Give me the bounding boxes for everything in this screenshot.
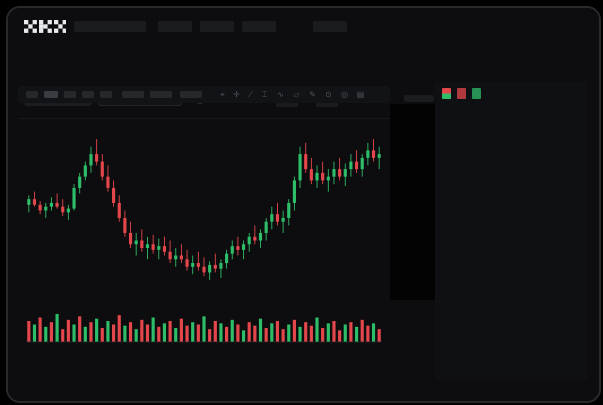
tablet-device-frame: Spot Trading ⌄ ⌄	[6, 6, 601, 403]
bottom-orders-panel	[8, 353, 435, 401]
volume-svg	[26, 314, 382, 343]
chart-type-button[interactable]	[150, 91, 172, 98]
chart-toolbar[interactable]: ⌖ ✛ ⟋ ⌶ ∿ ▱ ✎ ⊙ ◎ ▤	[18, 86, 390, 103]
okx-logo-icon[interactable]	[24, 20, 66, 33]
app-screen: Spot Trading ⌄ ⌄	[8, 8, 599, 401]
trendline-icon[interactable]: ⟋	[247, 90, 254, 99]
nav-item-2[interactable]	[200, 21, 234, 32]
stat-value-1	[276, 101, 298, 107]
magnet-icon[interactable]: ⊙	[325, 90, 332, 99]
volume-chart[interactable]	[18, 308, 390, 350]
nav-item-1[interactable]	[158, 21, 192, 32]
timeframe-5[interactable]	[100, 91, 112, 98]
timeframe-1[interactable]	[26, 91, 38, 98]
timeframe-4[interactable]	[82, 91, 94, 98]
top-navigation-bar	[8, 8, 599, 42]
price-chart[interactable]	[18, 107, 390, 306]
trash-icon[interactable]: ▤	[356, 90, 365, 99]
search-input[interactable]	[74, 21, 146, 32]
brush-icon[interactable]: ✎	[309, 90, 316, 99]
settings-button[interactable]	[180, 91, 202, 98]
stat-label-3	[404, 95, 434, 102]
timeframe-2-active[interactable]	[44, 91, 58, 98]
eye-icon[interactable]: ◎	[341, 90, 348, 99]
indicator-button[interactable]	[122, 91, 144, 98]
screen-glare-overlay	[390, 104, 436, 300]
chart-top-gridline	[18, 118, 390, 119]
market-sub-bar: Spot Trading ⌄ ⌄	[8, 42, 599, 107]
orderbook-asks-icon[interactable]	[472, 88, 481, 99]
timeframe-3[interactable]	[64, 91, 76, 98]
orderbook-both-icon[interactable]	[442, 88, 451, 99]
orderbook-bids-icon[interactable]	[457, 88, 466, 99]
order-book-panel: Buy Sell	[435, 82, 587, 379]
order-book-tabs[interactable]	[442, 88, 481, 100]
cursor-icon[interactable]: ⌖	[220, 90, 225, 99]
wave-icon[interactable]: ∿	[277, 90, 284, 99]
candlestick-svg	[27, 139, 381, 280]
stat-value-2	[316, 101, 338, 107]
text-icon[interactable]: ▱	[293, 90, 300, 99]
nav-item-3[interactable]	[242, 21, 276, 32]
crosshair-icon[interactable]: ✛	[233, 90, 240, 99]
nav-item-4[interactable]	[313, 21, 347, 32]
ruler-icon[interactable]: ⌶	[262, 90, 267, 99]
